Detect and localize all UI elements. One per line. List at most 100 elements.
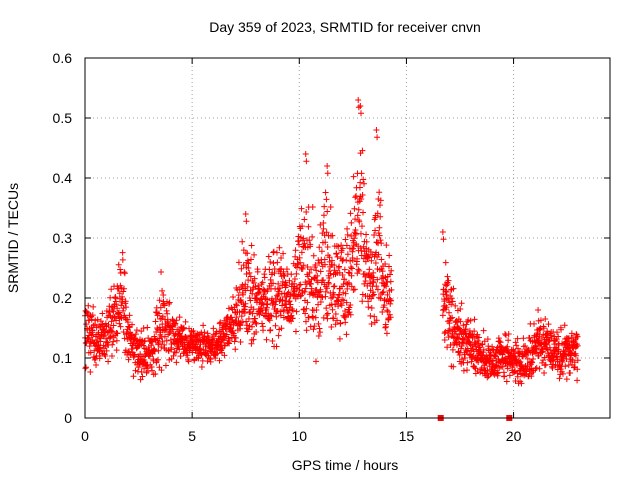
- data-point: [226, 337, 233, 344]
- data-point: [286, 298, 293, 305]
- data-point: [102, 352, 109, 359]
- data-point: [475, 340, 482, 347]
- data-point: [298, 205, 305, 212]
- data-point: [250, 336, 257, 343]
- data-point: [125, 348, 132, 355]
- data-point: [331, 283, 338, 290]
- data-point: [314, 272, 321, 279]
- data-point: [303, 327, 310, 334]
- data-point: [368, 320, 375, 327]
- data-point: [357, 103, 364, 109]
- data-point: [518, 380, 525, 387]
- data-point: [220, 337, 227, 344]
- x-tick-label: 15: [399, 428, 415, 444]
- data-point: [453, 341, 460, 348]
- data-point: [471, 328, 478, 335]
- x-axis-label: GPS time / hours: [292, 457, 399, 473]
- data-point: [84, 310, 91, 317]
- data-point: [337, 320, 344, 326]
- data-point: [364, 253, 371, 260]
- data-point: [445, 277, 452, 284]
- data-point: [283, 293, 290, 300]
- data-point: [195, 354, 202, 361]
- data-point: [358, 223, 365, 230]
- data-point: [105, 358, 112, 365]
- data-point: [368, 295, 375, 302]
- data-point: [439, 312, 446, 319]
- data-point: [97, 344, 104, 351]
- data-point: [245, 260, 252, 267]
- data-point: [359, 192, 366, 199]
- data-point: [321, 203, 328, 210]
- data-point: [233, 302, 240, 309]
- data-point: [277, 266, 284, 273]
- data-point: [509, 360, 516, 367]
- data-point: [316, 325, 323, 332]
- x-tick-label: 20: [506, 428, 522, 444]
- data-point: [109, 328, 116, 335]
- data-point: [240, 291, 247, 298]
- data-point: [87, 369, 94, 376]
- data-point: [558, 326, 565, 333]
- data-point: [266, 266, 273, 273]
- data-point: [463, 348, 470, 355]
- data-point: [343, 331, 350, 338]
- data-point: [163, 307, 170, 314]
- data-point: [235, 259, 242, 266]
- data-point: [320, 219, 327, 226]
- data-point: [120, 305, 127, 312]
- y-tick-label: 0.5: [53, 110, 73, 126]
- data-point: [307, 323, 314, 330]
- data-point: [271, 266, 278, 273]
- data-point: [460, 322, 467, 329]
- data-point: [351, 286, 358, 293]
- data-point: [301, 240, 308, 247]
- data-point: [120, 288, 127, 295]
- data-point: [574, 357, 581, 364]
- data-point: [520, 335, 527, 342]
- data-point: [119, 296, 126, 303]
- data-point: [278, 254, 285, 261]
- data-point: [477, 369, 484, 376]
- data-point: [373, 127, 380, 133]
- data-point: [114, 330, 121, 337]
- data-point: [309, 204, 316, 211]
- data-point: [480, 327, 487, 334]
- data-point: [372, 260, 379, 267]
- data-point: [374, 276, 381, 283]
- data-point: [377, 197, 384, 204]
- data-point: [325, 279, 332, 286]
- data-point: [221, 352, 228, 359]
- data-point: [302, 151, 309, 157]
- data-point: [117, 266, 124, 273]
- data-point: [388, 286, 395, 293]
- data-point: [172, 349, 179, 356]
- data-point: [465, 317, 472, 324]
- data-point: [347, 264, 354, 271]
- data-point: [180, 324, 187, 331]
- data-point: [317, 298, 324, 305]
- data-point: [94, 316, 101, 323]
- data-point: [203, 347, 210, 354]
- data-point: [206, 354, 213, 361]
- data-point: [506, 372, 513, 379]
- data-point: [341, 266, 348, 273]
- data-point: [154, 325, 161, 331]
- data-point: [102, 320, 109, 327]
- data-point: [198, 364, 205, 371]
- data-point: [204, 349, 211, 356]
- data-point: [320, 212, 327, 219]
- data-point: [298, 249, 305, 256]
- data-point: [546, 338, 553, 345]
- data-point: [113, 347, 120, 354]
- data-point: [441, 298, 448, 305]
- data-point: [338, 302, 345, 309]
- data-point: [239, 238, 246, 245]
- data-point: [510, 347, 517, 354]
- data-point: [163, 326, 170, 333]
- data-point: [551, 350, 558, 357]
- data-point: [320, 314, 327, 321]
- data-point: [356, 218, 363, 225]
- data-point: [116, 320, 123, 327]
- data-point: [379, 309, 386, 316]
